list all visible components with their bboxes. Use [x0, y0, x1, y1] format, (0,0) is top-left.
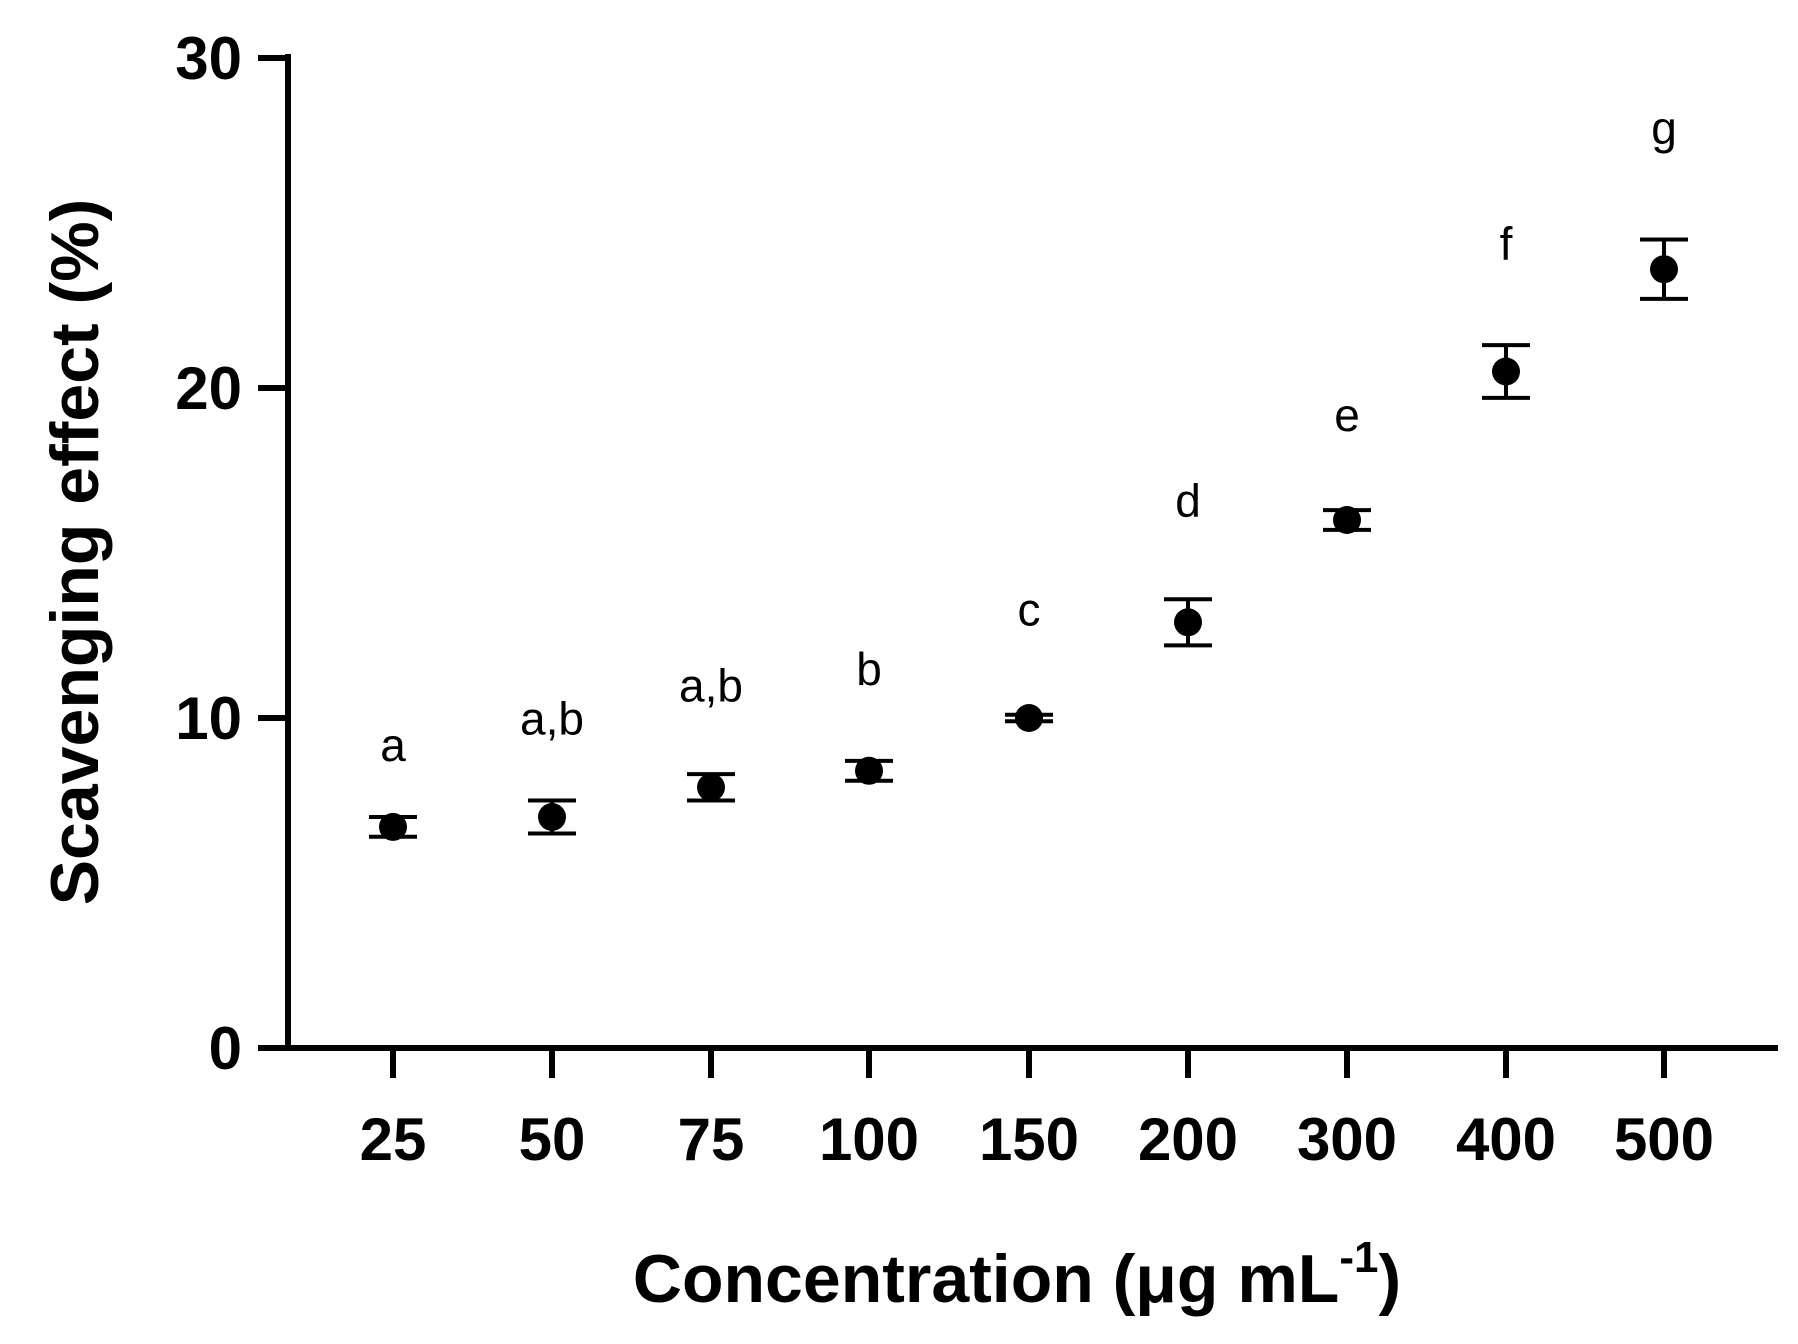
data-point	[697, 773, 725, 802]
x-axis-title-close: )	[1378, 1241, 1401, 1317]
data-point	[538, 803, 566, 831]
y-axis-title: Scavenging effect (%)	[37, 199, 113, 906]
x-axis-title-superscript: -1	[1339, 1233, 1378, 1282]
significance-letter: f	[1500, 217, 1513, 269]
x-tick-label: 500	[1614, 1106, 1714, 1173]
y-tick-label: 20	[175, 355, 242, 422]
significance-letter: a,b	[679, 660, 743, 712]
significance-letters: a a,b a,b b c d e f g	[380, 102, 1677, 771]
y-tick-label: 10	[175, 685, 242, 752]
x-ticks: 25 50 75 100 150 200 300 400 500	[360, 1048, 1714, 1173]
x-axis-title: Concentration (μg mL-1)	[633, 1233, 1401, 1317]
y-ticks: 0 10 20 30	[175, 25, 288, 1082]
data-point	[1333, 506, 1361, 534]
significance-letter: g	[1651, 102, 1677, 154]
significance-letter: b	[856, 643, 882, 695]
x-tick-label: 150	[979, 1106, 1079, 1173]
data-point	[1174, 608, 1202, 637]
axes	[285, 54, 1778, 1051]
x-tick-label: 300	[1297, 1106, 1397, 1173]
significance-letter: e	[1334, 389, 1360, 441]
significance-letter: d	[1175, 475, 1201, 527]
y-tick-label: 30	[175, 25, 242, 92]
data-point	[1015, 704, 1043, 732]
significance-letter: a,b	[520, 693, 584, 745]
x-tick-label: 200	[1138, 1106, 1238, 1173]
x-axis-title-main: Concentration (μg mL	[633, 1241, 1339, 1317]
data-points	[369, 237, 1688, 841]
data-point	[855, 756, 883, 785]
data-point	[379, 812, 407, 841]
x-tick-label: 100	[819, 1106, 919, 1173]
y-tick-label: 0	[209, 1015, 242, 1082]
data-point	[1650, 255, 1678, 284]
x-tick-label: 400	[1456, 1106, 1556, 1173]
data-point	[1492, 357, 1520, 386]
significance-letter: a	[380, 719, 406, 771]
x-tick-label: 25	[360, 1106, 427, 1173]
x-tick-label: 50	[519, 1106, 586, 1173]
x-tick-label: 75	[678, 1106, 745, 1173]
significance-letter: c	[1018, 584, 1041, 636]
